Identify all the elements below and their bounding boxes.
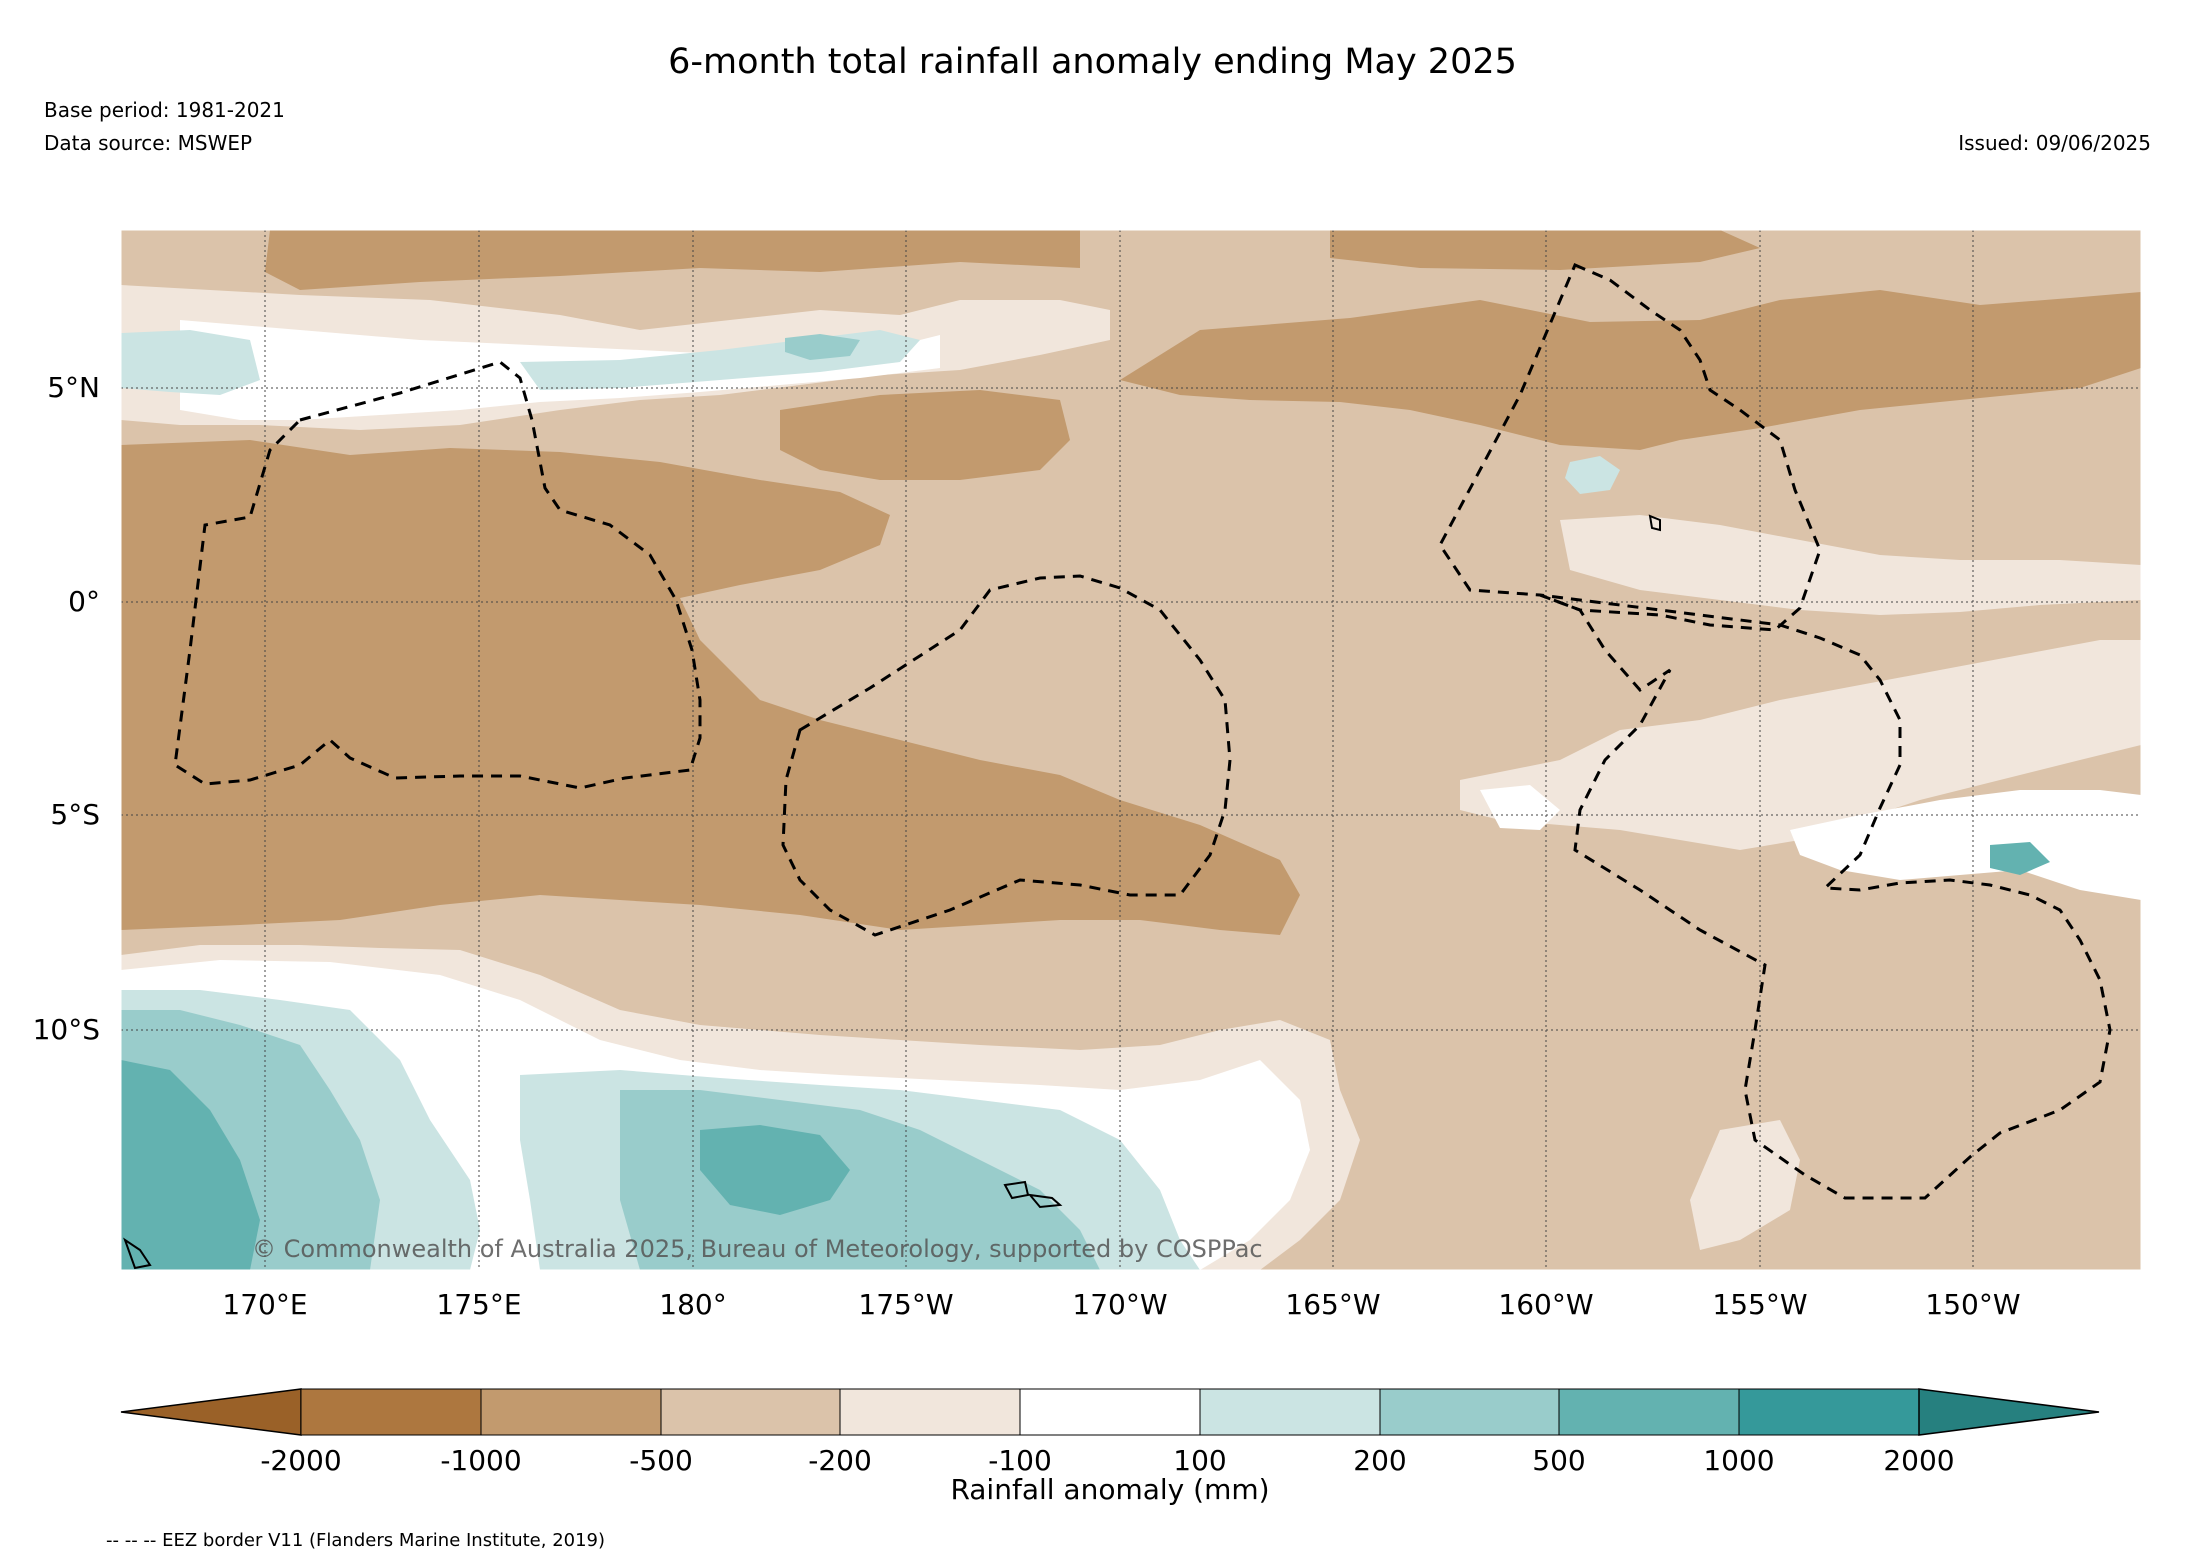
lon-label-175w: 175°W xyxy=(858,1288,953,1321)
field-wet-strong-south-west xyxy=(121,1060,260,1270)
colorbar-tick-7: 500 xyxy=(1532,1444,1585,1477)
anomaly-field: © Commonwealth of Australia 2025, Bureau… xyxy=(121,230,2141,1270)
lon-label-170e: 170°E xyxy=(222,1288,307,1321)
lon-label-155w: 155°W xyxy=(1712,1288,1807,1321)
field-dry-slight-east xyxy=(1460,640,2141,850)
data-source-label: Data source: MSWEP xyxy=(44,131,253,155)
colorbar-segment-1 xyxy=(480,1388,662,1436)
colorbar-tick-2: -500 xyxy=(629,1444,693,1477)
field-neutral-east xyxy=(1790,790,2141,900)
field-neutral-east-gap xyxy=(1480,785,1560,830)
field-wet-strong-south-central xyxy=(700,1125,850,1215)
lon-label-165w: 165°W xyxy=(1285,1288,1380,1321)
colorbar-segment-2 xyxy=(660,1388,841,1436)
colorbar-tick-8: 1000 xyxy=(1703,1444,1774,1477)
issued-date-label: Issued: 09/06/2025 xyxy=(1958,131,2151,155)
colorbar-segment-7 xyxy=(1558,1388,1740,1436)
colorbar-segment-4 xyxy=(1019,1388,1201,1436)
colorbar-label: Rainfall anomaly (mm) xyxy=(950,1473,1269,1506)
lon-label-175e: 175°E xyxy=(436,1288,521,1321)
lat-label-5s: 5°S xyxy=(50,798,100,831)
graticule xyxy=(121,230,2141,1270)
lat-label-equator: 0° xyxy=(68,585,100,618)
field-dry-strong-west xyxy=(121,440,1300,935)
field-dry-strong-north-band xyxy=(1120,290,2141,450)
eez-border-tokelau-samoa xyxy=(781,574,1232,937)
eez-border-central-east xyxy=(1539,593,2112,1200)
lon-label-150w: 150°W xyxy=(1925,1288,2020,1321)
field-dry-strong-north-east xyxy=(1330,230,1760,270)
colorbar-tick-9: 2000 xyxy=(1883,1444,1954,1477)
map-frame xyxy=(120,229,2142,1271)
field-wet-strong-east-dot xyxy=(1990,842,2050,875)
colorbar-tick-5: 100 xyxy=(1173,1444,1226,1477)
colorbar-tick-0: -2000 xyxy=(260,1444,341,1477)
field-wet-moderate-north xyxy=(785,334,860,360)
colorbar-extend-left xyxy=(120,1388,302,1436)
copyright-text: © Commonwealth of Australia 2025, Bureau… xyxy=(252,1235,1263,1263)
colorbar-segment-5 xyxy=(1199,1388,1381,1436)
colorbar-segment-3 xyxy=(839,1388,1021,1436)
map-title: 6-month total rainfall anomaly ending Ma… xyxy=(668,42,1517,82)
eez-borders xyxy=(173,263,2112,1200)
eez-legend-note: -- -- -- EEZ border V11 (Flanders Marine… xyxy=(106,1530,606,1551)
lon-label-180: 180° xyxy=(659,1288,726,1321)
colorbar-segment-8 xyxy=(1738,1388,1920,1436)
island-samoa-east xyxy=(1027,1193,1063,1209)
colorbar-segment-6 xyxy=(1379,1388,1560,1436)
lat-label-10s: 10°S xyxy=(33,1013,100,1046)
colorbar-tick-4: -100 xyxy=(988,1444,1052,1477)
field-dry-strong-north-west xyxy=(265,230,1080,290)
field-wet-slight-east-island xyxy=(1565,456,1620,494)
longitude-labels: 170°E 175°E 180° 175°W 170°W 165°W 160°W… xyxy=(222,1288,2020,1321)
colorbar-tick-3: -200 xyxy=(808,1444,872,1477)
island-east xyxy=(1648,514,1661,532)
islands xyxy=(123,514,1661,1270)
field-dry-strong-central-north xyxy=(780,390,1070,480)
latitude-labels: 5°N 0° 5°S 10°S xyxy=(33,371,100,1046)
island-samoa xyxy=(1003,1180,1030,1200)
island-fiji-west xyxy=(123,1237,152,1270)
eez-border-phoenix-line xyxy=(1438,263,1822,632)
lon-label-160w: 160°W xyxy=(1498,1288,1593,1321)
colorbar-tick-6: 200 xyxy=(1353,1444,1406,1477)
colorbar-segment-0 xyxy=(300,1388,482,1436)
lon-label-170w: 170°W xyxy=(1072,1288,1167,1321)
field-dry-slight-east-mid xyxy=(1560,515,2141,615)
colorbar-extend-right xyxy=(1918,1388,2100,1436)
lat-label-5n: 5°N xyxy=(47,371,100,404)
field-wet-slight-north-west xyxy=(121,330,260,395)
colorbar: -2000 -1000 -500 -200 -100 100 200 500 1… xyxy=(120,1388,2100,1506)
base-period-label: Base period: 1981-2021 xyxy=(44,98,285,122)
colorbar-tick-1: -1000 xyxy=(440,1444,521,1477)
